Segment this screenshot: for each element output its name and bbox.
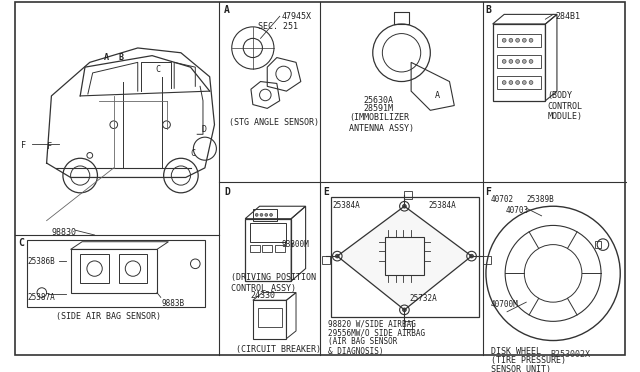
- Text: (CIRCUIT BREAKER): (CIRCUIT BREAKER): [236, 345, 321, 354]
- Circle shape: [516, 38, 520, 42]
- Text: D: D: [201, 125, 206, 134]
- Text: DISK WHEEL: DISK WHEEL: [491, 347, 541, 356]
- Bar: [80, 254, 109, 283]
- Text: (TIRE PRESSURE): (TIRE PRESSURE): [491, 356, 566, 365]
- Circle shape: [516, 60, 520, 63]
- Bar: [497, 55, 541, 68]
- Text: 98820 W/SIDE AIRBAG: 98820 W/SIDE AIRBAG: [328, 320, 415, 328]
- Text: A: A: [104, 53, 109, 62]
- Bar: [497, 33, 541, 47]
- Circle shape: [509, 38, 513, 42]
- Bar: [253, 300, 287, 339]
- Text: (BODY
CONTROL
MODULE): (BODY CONTROL MODULE): [547, 91, 582, 121]
- Circle shape: [529, 81, 533, 84]
- Circle shape: [509, 60, 513, 63]
- Text: B: B: [485, 5, 491, 15]
- Text: (IMMOBILIZER
ANTENNA ASSY): (IMMOBILIZER ANTENNA ASSY): [349, 113, 414, 132]
- Text: 24330: 24330: [250, 291, 275, 300]
- Text: 40703: 40703: [505, 206, 528, 215]
- Text: 40700M: 40700M: [491, 300, 518, 309]
- Text: 29556MW/O SIDE AIRBAG: 29556MW/O SIDE AIRBAG: [328, 328, 425, 337]
- Text: 25386B: 25386B: [28, 257, 55, 266]
- Circle shape: [399, 202, 409, 211]
- Bar: [250, 245, 260, 252]
- Text: 284B1: 284B1: [555, 12, 580, 20]
- Circle shape: [403, 308, 406, 312]
- Bar: [595, 241, 601, 248]
- Text: E: E: [323, 187, 329, 197]
- Polygon shape: [337, 206, 472, 310]
- Circle shape: [502, 60, 506, 63]
- Circle shape: [399, 305, 409, 315]
- Bar: [250, 222, 287, 242]
- Text: SEC. 251: SEC. 251: [258, 22, 298, 31]
- Text: F: F: [485, 187, 491, 197]
- Bar: [493, 24, 545, 101]
- Bar: [404, 191, 412, 199]
- Circle shape: [529, 38, 533, 42]
- Text: C: C: [155, 65, 160, 74]
- Bar: [385, 237, 424, 275]
- Circle shape: [502, 38, 506, 42]
- Circle shape: [265, 214, 268, 216]
- Bar: [404, 321, 412, 329]
- Bar: [253, 209, 277, 221]
- Bar: [330, 197, 479, 317]
- Bar: [118, 254, 147, 283]
- Text: 25384A: 25384A: [332, 202, 360, 211]
- Circle shape: [522, 81, 526, 84]
- Bar: [497, 76, 541, 89]
- Text: 9883B: 9883B: [162, 299, 185, 308]
- Text: D: D: [224, 187, 230, 197]
- Bar: [322, 256, 330, 264]
- Circle shape: [269, 214, 273, 216]
- Circle shape: [522, 38, 526, 42]
- Bar: [258, 308, 282, 327]
- Circle shape: [502, 81, 506, 84]
- Bar: [245, 219, 291, 281]
- Circle shape: [335, 254, 339, 258]
- Bar: [275, 245, 285, 252]
- Bar: [70, 249, 157, 292]
- Text: 25630A: 25630A: [363, 96, 393, 105]
- Text: 25732A: 25732A: [409, 295, 437, 304]
- Bar: [262, 245, 272, 252]
- Text: 28591M: 28591M: [363, 103, 393, 113]
- Circle shape: [509, 81, 513, 84]
- Text: C: C: [191, 149, 195, 158]
- Circle shape: [255, 214, 258, 216]
- Circle shape: [260, 214, 263, 216]
- Text: 25389B: 25389B: [526, 195, 554, 204]
- Text: C: C: [18, 238, 24, 248]
- Circle shape: [403, 204, 406, 208]
- Text: F: F: [20, 141, 26, 150]
- Text: A: A: [435, 91, 440, 100]
- Text: 25384A: 25384A: [428, 202, 456, 211]
- Circle shape: [470, 254, 474, 258]
- Text: 98830: 98830: [51, 228, 76, 237]
- Circle shape: [597, 239, 609, 250]
- Text: B: B: [118, 53, 124, 62]
- Circle shape: [332, 251, 342, 261]
- Text: 25387A: 25387A: [28, 292, 55, 302]
- Bar: [483, 256, 491, 264]
- Text: (STG ANGLE SENSOR): (STG ANGLE SENSOR): [229, 118, 319, 127]
- Text: SENSOR UNIT): SENSOR UNIT): [491, 365, 551, 372]
- Text: R253002X: R253002X: [550, 350, 590, 359]
- Circle shape: [522, 60, 526, 63]
- Text: (DRIVING POSITION
CONTROL ASSY): (DRIVING POSITION CONTROL ASSY): [231, 273, 316, 293]
- Text: 47945X: 47945X: [282, 13, 312, 22]
- Text: (AIR BAG SENSOR
& DIAGNOSIS): (AIR BAG SENSOR & DIAGNOSIS): [328, 337, 397, 356]
- Text: F: F: [47, 142, 52, 151]
- Circle shape: [516, 81, 520, 84]
- Text: (SIDE AIR BAG SENSOR): (SIDE AIR BAG SENSOR): [56, 312, 161, 321]
- Circle shape: [467, 251, 476, 261]
- Bar: [28, 240, 205, 307]
- Text: A: A: [224, 5, 230, 15]
- Text: 40702: 40702: [491, 195, 514, 204]
- Circle shape: [529, 60, 533, 63]
- Text: 9BB00M: 9BB00M: [282, 240, 309, 249]
